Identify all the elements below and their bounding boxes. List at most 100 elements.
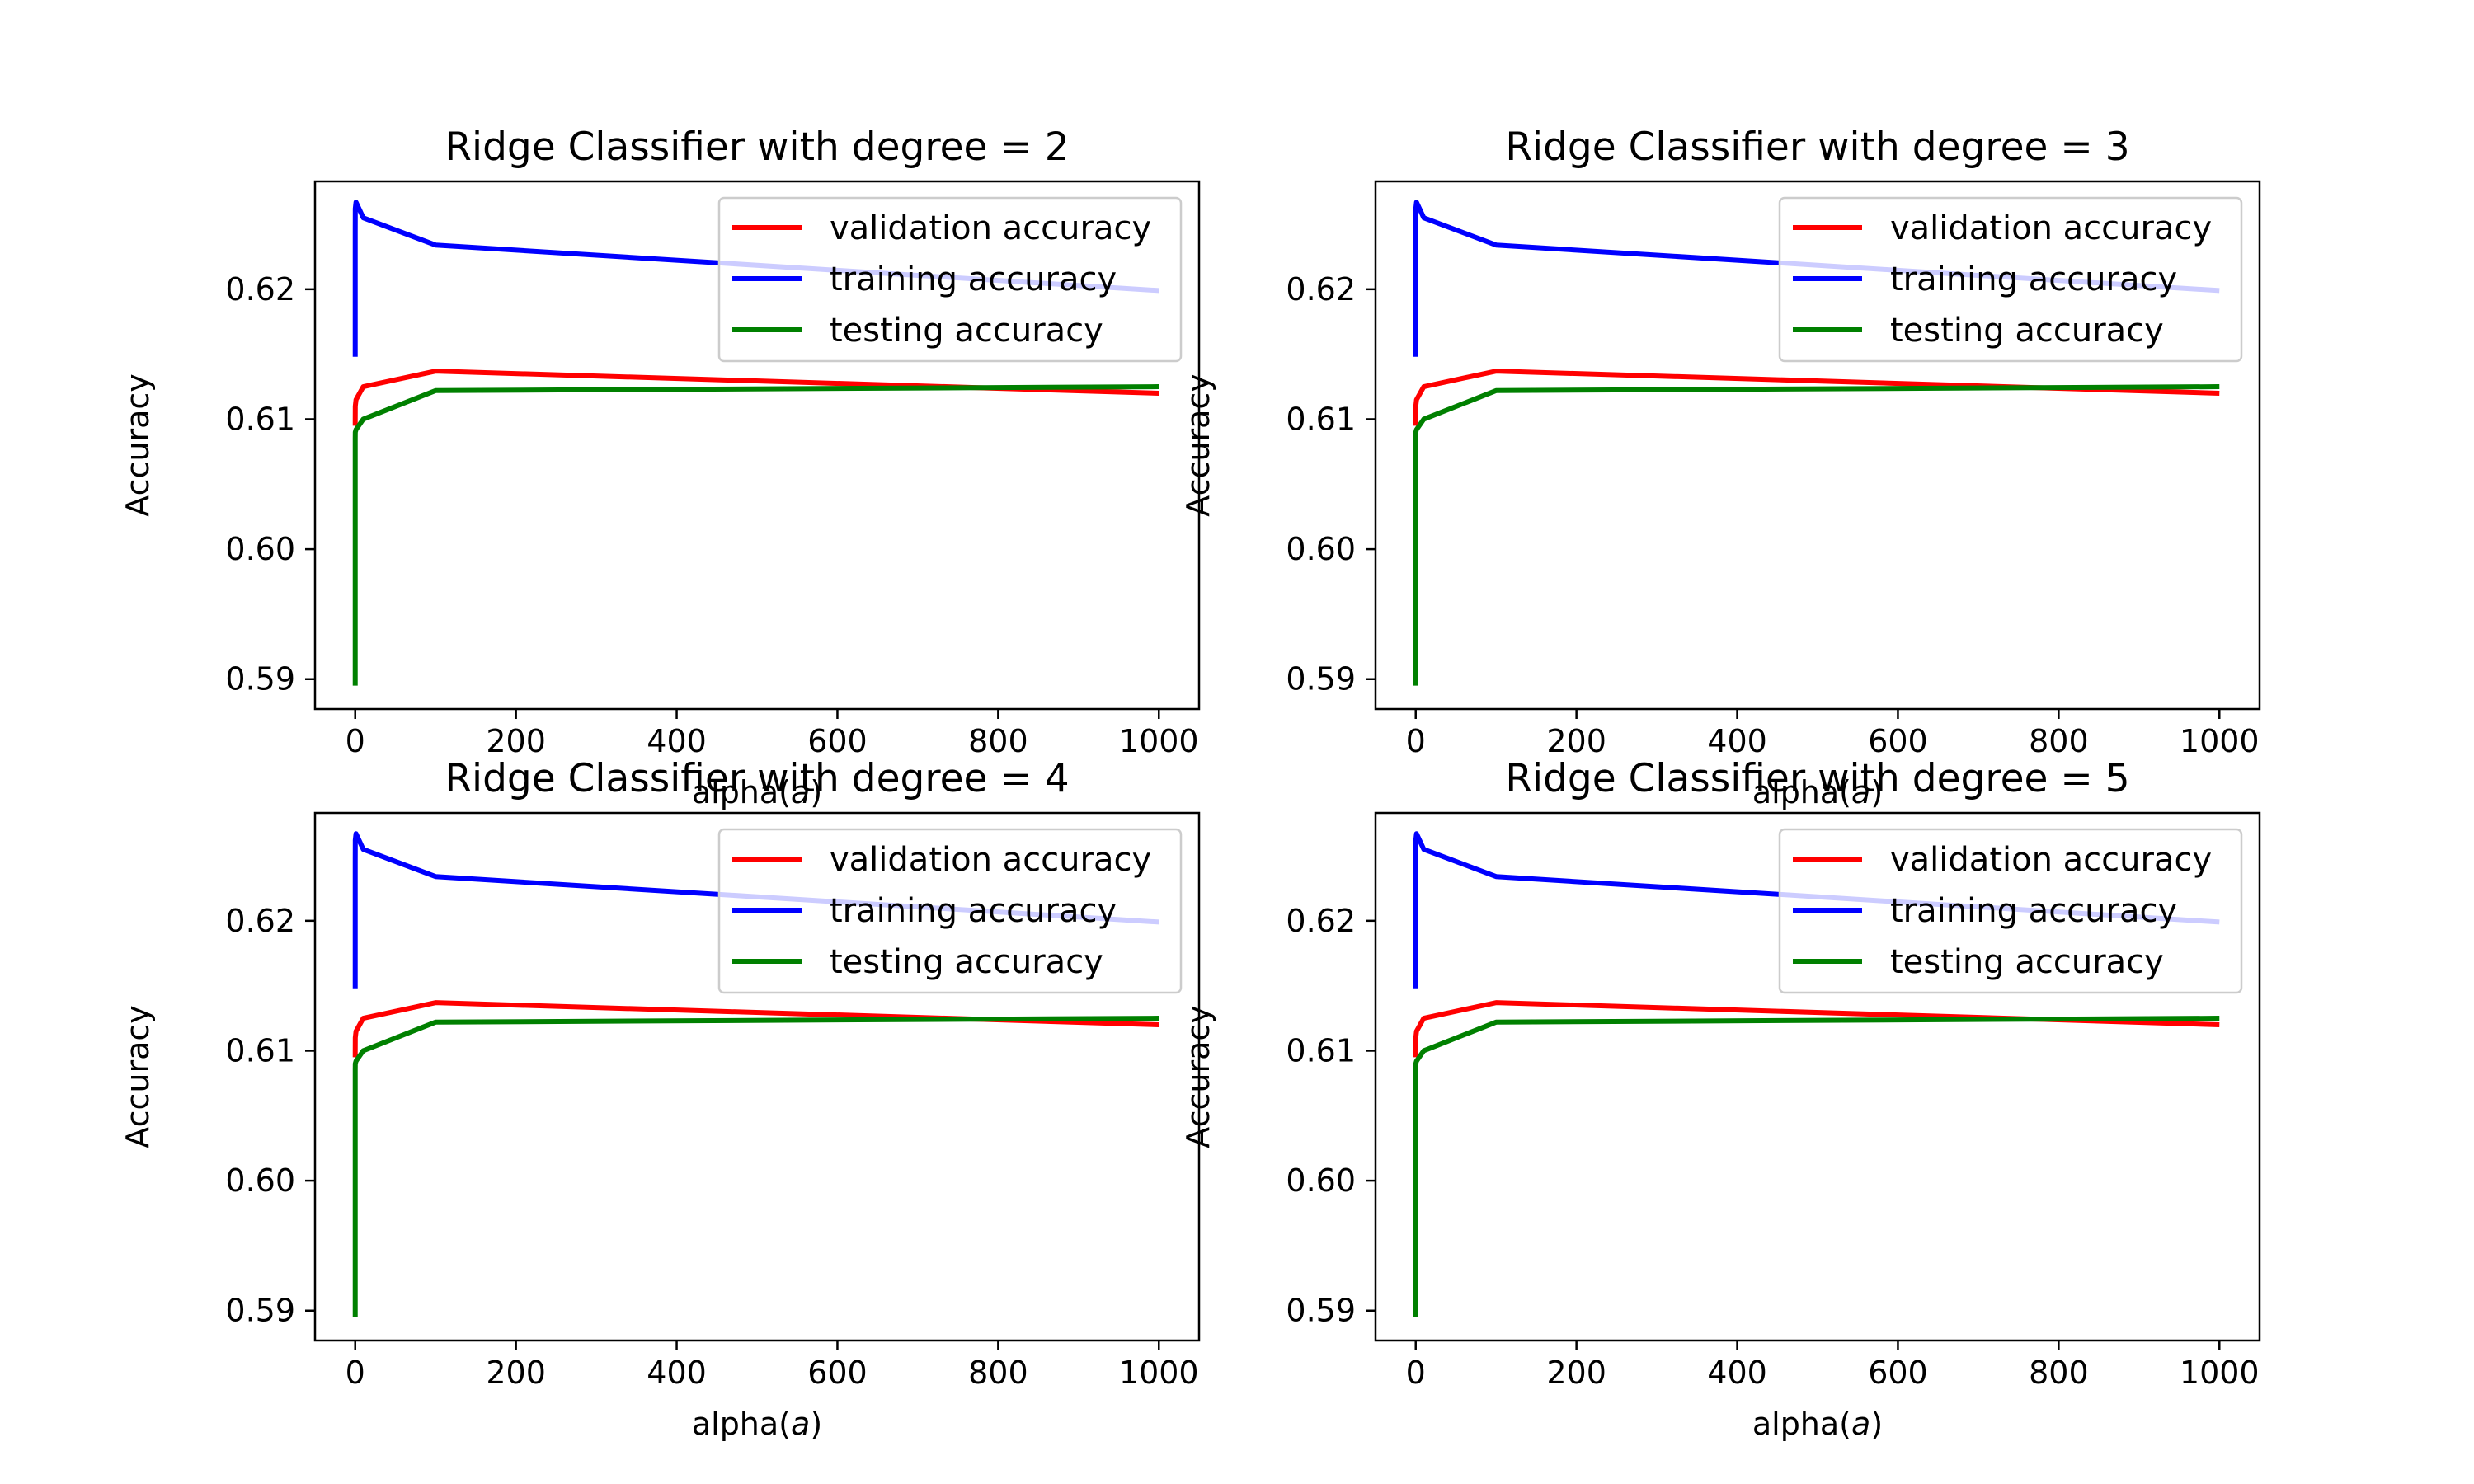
y-axis-label: Accuracy: [1180, 1005, 1216, 1148]
x-tick-label: 1000: [1119, 1355, 1199, 1391]
y-tick-label: 0.61: [1286, 401, 1356, 437]
series-line-training: [352, 200, 1159, 357]
y-tick-label: 0.61: [225, 1032, 295, 1068]
x-tick-label: 400: [1707, 1355, 1767, 1391]
x-tick-label: 200: [1546, 1355, 1606, 1391]
x-tick-label: 600: [1868, 1355, 1928, 1391]
x-tick-label: 200: [486, 1355, 546, 1391]
x-tick-label: 400: [647, 723, 707, 759]
series-line-testing: [1413, 1016, 2220, 1317]
x-tick-label: 600: [807, 723, 868, 759]
chart-title: Ridge Classifier with degree = 2: [444, 124, 1069, 170]
series-line-training: [1413, 831, 2220, 989]
x-axis-label-symbol: a: [1851, 774, 1870, 810]
legend-label-validation: validation accuracy: [830, 841, 1151, 879]
x-tick-label: 800: [2029, 1355, 2089, 1391]
x-axis-label-close: ): [1870, 1406, 1883, 1442]
x-tick-label: 0: [1406, 723, 1426, 759]
series-line-validation: [352, 369, 1159, 426]
subplot-4: Ridge Classifier with degree = 5 0 200 400 6…: [1180, 756, 2261, 1442]
y-tick-label: 0.60: [225, 1162, 295, 1199]
x-tick-label: 600: [1868, 723, 1928, 759]
legend-box: [717, 196, 1183, 363]
y-tick-label: 0.60: [1286, 531, 1356, 567]
x-tick-label: 200: [1546, 723, 1606, 759]
series-line-training: [352, 831, 1159, 989]
x-axis-label-close: ): [1870, 774, 1883, 810]
legend: validation accuracy training accuracy test…: [717, 196, 1183, 363]
y-tick-label: 0.60: [1286, 1162, 1356, 1199]
legend-label-training: training accuracy: [830, 261, 1117, 298]
legend-label-testing: testing accuracy: [1890, 312, 2164, 350]
x-tick-label: 1000: [2180, 723, 2260, 759]
axes-frame: [313, 180, 1201, 711]
y-tick-label: 0.62: [225, 271, 295, 308]
legend-label-training: training accuracy: [830, 892, 1117, 930]
x-axis-label-symbol: a: [791, 1406, 810, 1442]
x-tick-label: 0: [346, 1355, 365, 1391]
y-axis-label: Accuracy: [120, 373, 156, 517]
y-tick-label: 0.59: [225, 1293, 295, 1329]
x-axis-label-symbol: a: [791, 774, 810, 810]
x-axis-label-symbol: a: [1851, 1406, 1870, 1442]
series-line-testing: [352, 384, 1159, 686]
y-axis-label: Accuracy: [120, 1005, 156, 1148]
axes-frame: [1374, 811, 2261, 1342]
y-tick-label: 0.61: [225, 401, 295, 437]
x-tick-label: 400: [647, 1355, 707, 1391]
x-axis-label: alpha(a): [1752, 774, 1883, 810]
x-tick-label: 200: [486, 723, 546, 759]
x-tick-label: 800: [968, 723, 1028, 759]
y-tick-label: 0.60: [225, 531, 295, 567]
x-axis-label: alpha(a): [1752, 1406, 1883, 1442]
y-tick-label: 0.62: [1286, 271, 1356, 308]
series-line-validation: [352, 1000, 1159, 1058]
legend-label-validation: validation accuracy: [830, 209, 1151, 247]
x-tick-label: 800: [968, 1355, 1028, 1391]
legend-label-testing: testing accuracy: [830, 312, 1103, 350]
x-tick-label: 400: [1707, 723, 1767, 759]
subplot-3: Ridge Classifier with degree = 4 0 200 400 6…: [120, 756, 1201, 1442]
y-tick-label: 0.59: [1286, 1293, 1356, 1329]
x-axis-label: alpha(a): [692, 1406, 822, 1442]
axes-frame: [313, 811, 1201, 1342]
x-tick-label: 0: [346, 723, 365, 759]
series-line-testing: [352, 1016, 1159, 1317]
legend-label-testing: testing accuracy: [830, 943, 1103, 981]
legend-box: [1778, 196, 2243, 363]
y-tick-label: 0.62: [1286, 903, 1356, 939]
x-tick-label: 800: [2029, 723, 2089, 759]
series-line-validation: [1413, 1000, 2220, 1058]
y-tick-label: 0.61: [1286, 1032, 1356, 1068]
x-axis-label-close: ): [810, 1406, 822, 1442]
x-axis-label-close: ): [810, 774, 822, 810]
legend-box: [717, 828, 1183, 994]
chart-title: Ridge Classifier with degree = 3: [1505, 124, 2129, 170]
series-line-testing: [1413, 384, 2220, 686]
x-axis-label-text: alpha(: [1752, 1406, 1851, 1442]
legend-label-validation: validation accuracy: [1890, 841, 2212, 879]
x-tick-label: 1000: [1119, 723, 1199, 759]
series-line-training: [1413, 200, 2220, 357]
chart-title: Ridge Classifier with degree = 5: [1505, 756, 2129, 801]
series-line-validation: [1413, 369, 2220, 426]
legend: validation accuracy training accuracy test…: [1778, 196, 2243, 363]
chart-title: Ridge Classifier with degree = 4: [444, 756, 1069, 801]
x-axis-label-text: alpha(: [1752, 774, 1851, 810]
legend: validation accuracy training accuracy test…: [1778, 828, 2243, 994]
legend: validation accuracy training accuracy test…: [717, 828, 1183, 994]
x-tick-label: 600: [807, 1355, 868, 1391]
subplot-1: Ridge Classifier with degree = 2 0 200 400 6…: [120, 124, 1201, 810]
subplot-2: Ridge Classifier with degree = 3 0 200 400 6…: [1180, 124, 2261, 810]
y-tick-label: 0.59: [1286, 661, 1356, 697]
x-axis-label-text: alpha(: [692, 774, 791, 810]
legend-label-training: training accuracy: [1890, 892, 2177, 930]
axes-frame: [1374, 180, 2261, 711]
y-tick-label: 0.62: [225, 903, 295, 939]
y-axis-label: Accuracy: [1180, 373, 1216, 517]
legend-box: [1778, 828, 2243, 994]
legend-label-training: training accuracy: [1890, 261, 2177, 298]
y-tick-label: 0.59: [225, 661, 295, 697]
legend-label-testing: testing accuracy: [1890, 943, 2164, 981]
